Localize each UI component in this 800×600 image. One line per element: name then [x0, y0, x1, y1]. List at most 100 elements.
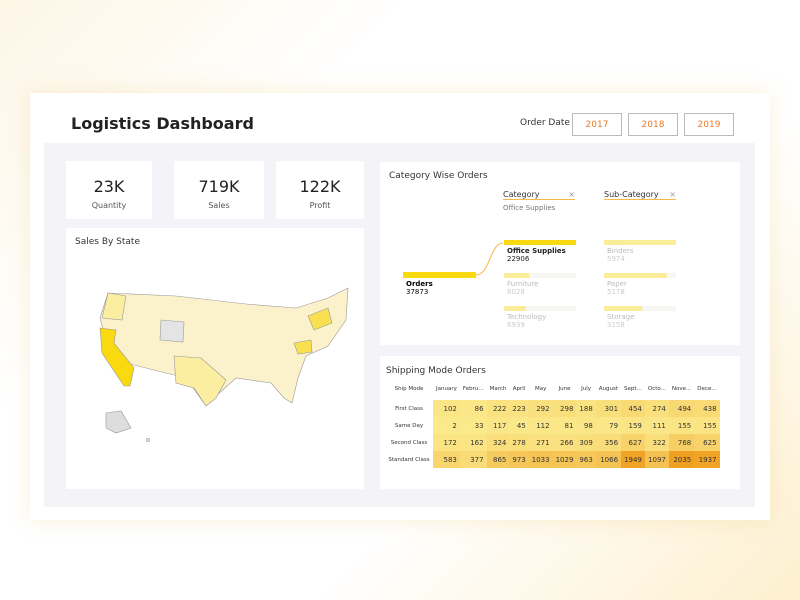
subcategory-filter[interactable]: Sub-Category × — [604, 190, 676, 200]
subcategory-bar[interactable] — [604, 273, 667, 278]
category-filter[interactable]: Category × — [503, 190, 575, 200]
matrix-cell: 111 — [644, 417, 669, 434]
category-bar[interactable] — [504, 306, 526, 311]
matrix-cell: 309 — [576, 434, 596, 451]
ship-mode-label: First Class — [395, 405, 423, 412]
matrix-cell: 494 — [668, 400, 695, 417]
kpi-sales: 719K Sales — [174, 161, 264, 219]
bar-track — [504, 306, 576, 311]
matrix-cell: 274 — [644, 400, 669, 417]
kpi-value: 23K — [93, 177, 125, 196]
month-header: Octo... — [647, 386, 666, 392]
matrix-cell: 159 — [621, 417, 645, 434]
state-texas — [173, 355, 227, 407]
matrix-cell: 86 — [459, 400, 487, 417]
matrix-cell: 377 — [459, 451, 487, 468]
ship-mode-label: Same Day — [394, 422, 424, 429]
year-button-2018[interactable]: 2018 — [628, 113, 678, 136]
month-header: May — [534, 386, 547, 392]
matrix-cell: 356 — [595, 434, 622, 451]
map-states — [99, 287, 349, 407]
state-alaska — [105, 410, 132, 434]
kpi-value: 122K — [299, 177, 341, 196]
matrix-cell: 1097 — [644, 451, 669, 468]
subcategory-value: 3158 — [607, 321, 625, 329]
connector — [475, 242, 504, 276]
matrix-cell: 301 — [595, 400, 622, 417]
kpi-label: Sales — [208, 201, 230, 210]
matrix-cell: 322 — [644, 434, 669, 451]
kpi-label: Quantity — [91, 201, 127, 210]
matrix-cell: 583 — [433, 451, 460, 468]
month-header: August — [598, 386, 619, 392]
subcategory-value: 5178 — [607, 288, 625, 296]
decomposition-tree — [403, 240, 676, 311]
matrix-cell: 973 — [509, 451, 529, 468]
category-filter-value: Office Supplies — [503, 204, 556, 212]
month-header: June — [558, 386, 571, 392]
matrix-cell: 2035 — [668, 451, 695, 468]
state-pennsylvania — [293, 339, 313, 355]
year-button-2017[interactable]: 2017 — [572, 113, 622, 136]
root-bar[interactable] — [403, 272, 476, 278]
month-header: July — [581, 386, 592, 392]
subcategory-value: 5974 — [607, 255, 625, 263]
category-value: 8028 — [507, 288, 525, 296]
filter-label: Category — [503, 190, 540, 199]
bar-track — [504, 273, 576, 278]
table-row: Second Class 172 162 324 278 271 266 309 356 627 3… — [385, 434, 720, 451]
category-bar[interactable] — [504, 240, 576, 245]
filter-label: Sub-Category — [604, 190, 659, 199]
matrix-cell: 188 — [576, 400, 596, 417]
matrix-cell: 98 — [576, 417, 596, 434]
subcategory-bar[interactable] — [604, 240, 676, 245]
matrix-cell: 155 — [694, 417, 720, 434]
ship-mode-label: Standard Class — [388, 456, 430, 463]
category-label: Office Supplies — [507, 247, 566, 255]
map-title: Sales By State — [75, 237, 140, 247]
matrix-cell: 625 — [694, 434, 720, 451]
column-header: Ship Mode — [394, 386, 424, 392]
month-header: April — [512, 386, 526, 392]
matrix-cell: 1033 — [528, 451, 553, 468]
ship-mode-label: Second Class — [390, 439, 428, 446]
shipping-matrix: Ship Mode January Febru... March April May Jun… — [385, 378, 720, 468]
state-hawaii — [145, 437, 151, 443]
category-label: Furniture — [507, 280, 539, 288]
matrix-cell: 963 — [576, 451, 596, 468]
year-button-2019[interactable]: 2019 — [684, 113, 734, 136]
kpi-quantity: 23K Quantity — [66, 161, 152, 219]
state-new-york — [307, 307, 333, 331]
category-wise-orders-widget: Category Wise Orders Category × Office Su… — [380, 162, 740, 345]
matrix-cell: 33 — [459, 417, 487, 434]
us-map[interactable] — [66, 228, 364, 489]
month-header: March — [489, 386, 507, 392]
root-label: Orders — [406, 280, 433, 288]
matrix-cell: 2 — [433, 417, 460, 434]
month-header: January — [436, 386, 457, 392]
matrix-cell: 1066 — [595, 451, 622, 468]
matrix-cell: 292 — [528, 400, 553, 417]
matrix-cell: 438 — [694, 400, 720, 417]
matrix-cell: 79 — [595, 417, 622, 434]
category-value: 22906 — [507, 255, 530, 263]
sales-by-state-widget: Sales By State — [66, 228, 364, 489]
close-icon[interactable]: × — [669, 190, 676, 199]
shipping-title: Shipping Mode Orders — [386, 366, 486, 376]
month-header: Sept... — [624, 386, 642, 392]
matrix-cell: 155 — [668, 417, 695, 434]
matrix-cell: 1949 — [621, 451, 645, 468]
matrix-cell: 454 — [621, 400, 645, 417]
matrix-cell: 324 — [486, 434, 510, 451]
category-bar[interactable] — [504, 273, 530, 278]
category-value: 6939 — [507, 321, 525, 329]
matrix-cell: 271 — [528, 434, 553, 451]
matrix-cell: 223 — [509, 400, 529, 417]
subcategory-bar[interactable] — [604, 306, 643, 311]
matrix-cell: 222 — [486, 400, 510, 417]
month-header: Febru... — [462, 386, 484, 392]
close-icon[interactable]: × — [568, 190, 575, 199]
month-header: Dece... — [697, 386, 717, 392]
matrix-cell: 45 — [509, 417, 529, 434]
matrix-cell: 162 — [459, 434, 487, 451]
